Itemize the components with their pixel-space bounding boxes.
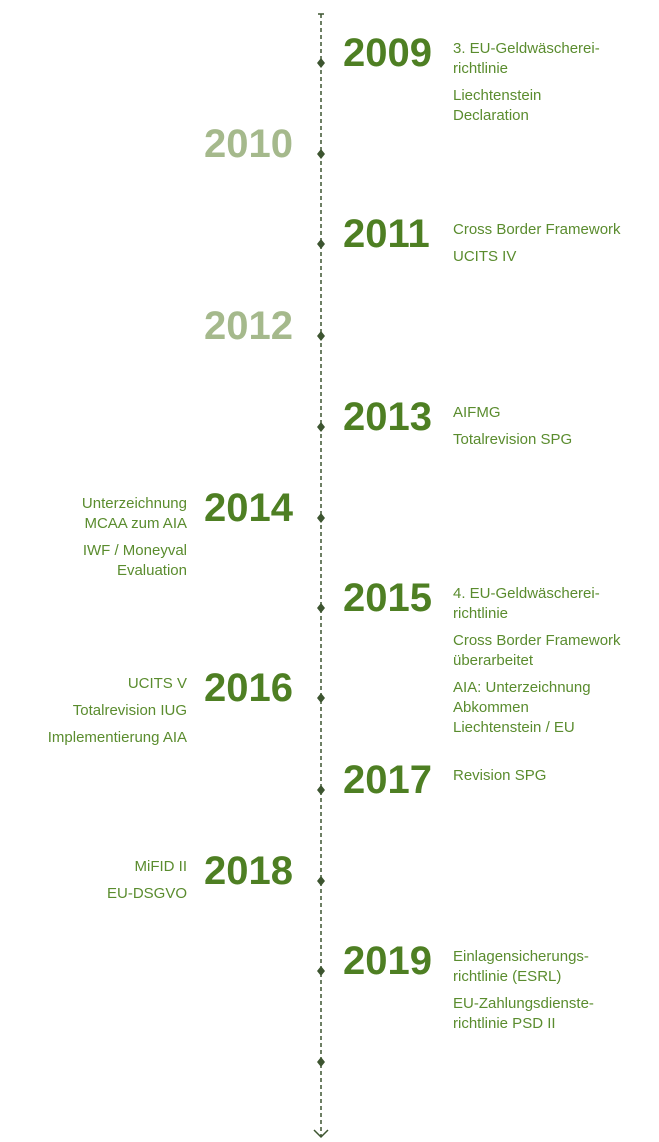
event-text: Unterzeichnung xyxy=(82,495,187,512)
event-text: MiFID II xyxy=(135,858,188,875)
year-label: 2010 xyxy=(204,122,293,166)
axis-arrow xyxy=(313,1129,329,1139)
event-text: richtlinie (ESRL) xyxy=(453,968,561,985)
event-text: Abkommen xyxy=(453,699,529,716)
timeline-node xyxy=(317,966,325,976)
event-text: richtlinie xyxy=(453,605,508,622)
event-text: Totalrevision IUG xyxy=(73,702,187,719)
event-text: Liechtenstein / EU xyxy=(453,719,575,736)
timeline-node xyxy=(317,58,325,68)
event-text: Declaration xyxy=(453,107,529,124)
year-label: 2018 xyxy=(204,849,293,893)
timeline-node xyxy=(317,876,325,886)
event-text: EU-Zahlungsdienste- xyxy=(453,995,594,1012)
event-text: AIA: Unterzeichnung xyxy=(453,679,591,696)
event-text: richtlinie xyxy=(453,60,508,77)
event-text: UCITS IV xyxy=(453,248,516,265)
timeline-node xyxy=(317,693,325,703)
event-text: EU-DSGVO xyxy=(107,885,187,902)
event-text: 3. EU-Geldwäscherei- xyxy=(453,40,600,57)
year-label: 2017 xyxy=(343,758,432,802)
year-label: 2014 xyxy=(204,486,294,530)
event-text: überarbeitet xyxy=(453,652,534,669)
timeline-node xyxy=(317,331,325,341)
event-text: MCAA zum AIA xyxy=(84,515,187,532)
timeline-node xyxy=(317,149,325,159)
year-label: 2019 xyxy=(343,939,432,983)
event-text: 4. EU-Geldwäscherei- xyxy=(453,585,600,602)
event-text: Totalrevision SPG xyxy=(453,431,572,448)
year-label: 2013 xyxy=(343,395,432,439)
timeline-node xyxy=(317,513,325,523)
event-text: Evaluation xyxy=(117,562,187,579)
year-label: 2011 xyxy=(343,212,430,256)
event-text: Revision SPG xyxy=(453,767,546,784)
event-text: UCITS V xyxy=(128,675,187,692)
event-text: Cross Border Framework xyxy=(453,632,621,649)
event-text: Einlagensicherungs- xyxy=(453,948,589,965)
event-text: richtlinie PSD II xyxy=(453,1015,556,1032)
event-text: Cross Border Framework xyxy=(453,221,621,238)
year-label: 2012 xyxy=(204,304,293,348)
timeline-node xyxy=(317,785,325,795)
event-text: IWF / Moneyval xyxy=(83,542,187,559)
year-label: 2016 xyxy=(204,666,293,710)
event-text: Implementierung AIA xyxy=(48,729,187,746)
timeline-node xyxy=(317,603,325,613)
year-label: 2009 xyxy=(343,31,432,75)
timeline-node xyxy=(317,422,325,432)
event-text: Liechtenstein xyxy=(453,87,541,104)
timeline-node xyxy=(317,1057,325,1067)
event-text: AIFMG xyxy=(453,404,501,421)
timeline-node xyxy=(317,239,325,249)
year-label: 2015 xyxy=(343,576,432,620)
